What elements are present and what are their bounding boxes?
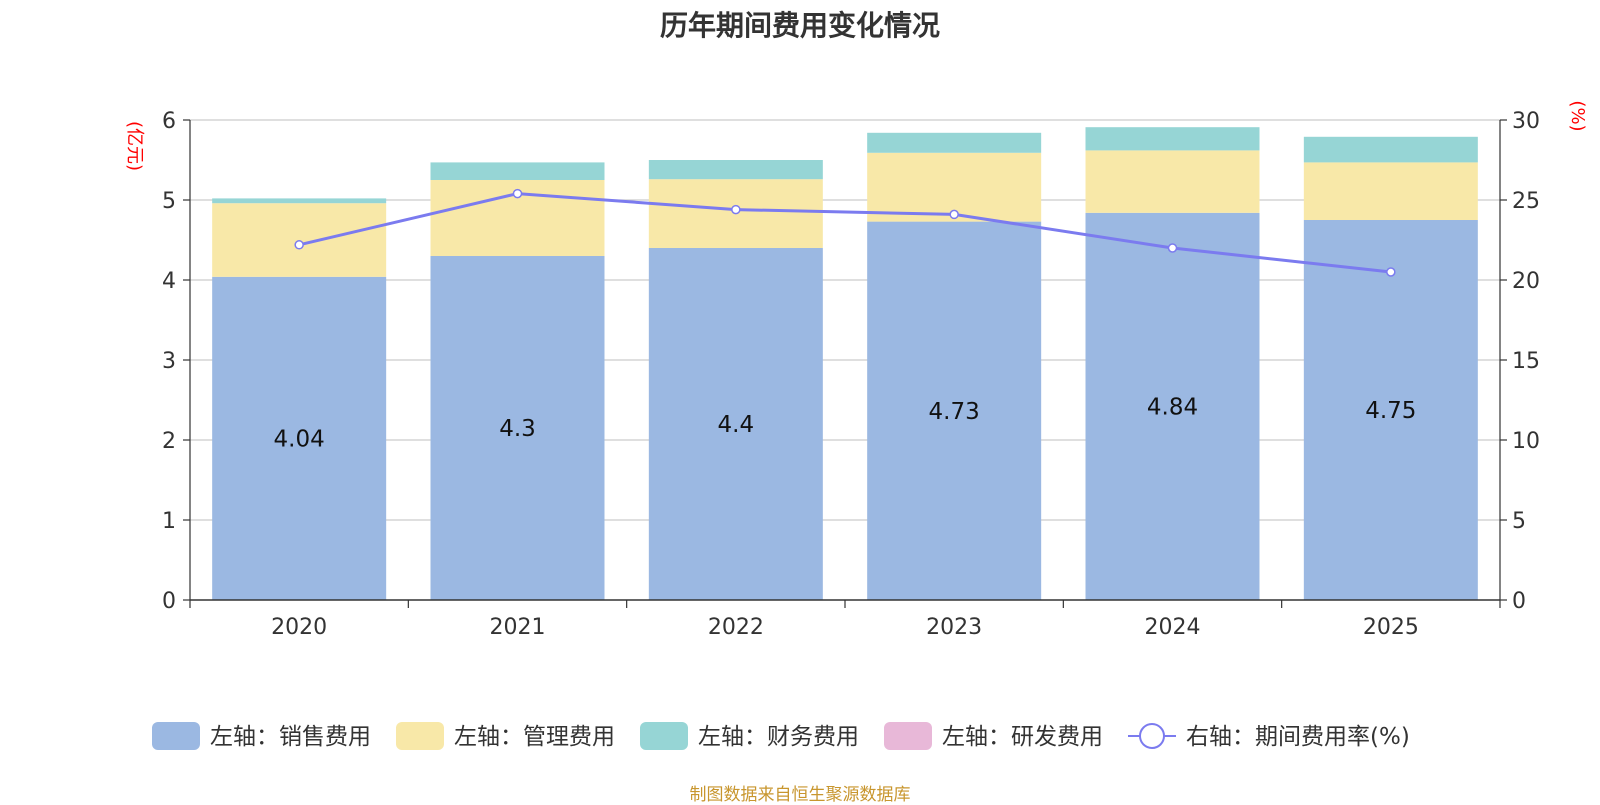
right-axis-unit: (%) (1567, 100, 1588, 131)
gridlines (190, 119, 1500, 521)
legend-label: 左轴：财务费用 (698, 724, 859, 750)
rate-point (949, 209, 959, 220)
left-axis-unit: (亿元) (124, 121, 145, 171)
rate-point (294, 240, 304, 250)
data-label: 4.3 (499, 416, 536, 442)
bar-segment (430, 256, 605, 600)
line-series (294, 188, 1396, 277)
bar-segment (1303, 220, 1478, 600)
bar-segment (867, 221, 1042, 600)
rate-point (1167, 243, 1178, 253)
rate-point (512, 188, 523, 199)
bar-segment (212, 276, 387, 600)
data-label: 4.84 (1147, 394, 1198, 420)
bar-segment (648, 248, 823, 600)
x-tick-label: 2021 (490, 615, 546, 640)
legend-label: 左轴：研发费用 (942, 724, 1103, 750)
right-tick-label: 15 (1512, 349, 1540, 374)
bar-segment (1085, 150, 1260, 213)
legend-swatch (396, 722, 444, 750)
data-label: 4.4 (718, 412, 755, 438)
bar-segment (1303, 162, 1478, 220)
data-labels: 4.04 4.3 4.4 4.73 4.84 4.75 (274, 394, 1417, 452)
legend: 左轴：销售费用 左轴：管理费用 左轴：财务费用 左轴：研发费用 右轴：期间费用率(%) (152, 722, 1410, 750)
data-label: 4.75 (1365, 398, 1416, 424)
x-tick-label: 2024 (1145, 615, 1201, 640)
left-tick-label: 6 (162, 109, 176, 134)
data-label: 4.04 (274, 426, 325, 452)
left-tick-label: 0 (162, 589, 176, 614)
right-tick-label: 20 (1512, 269, 1540, 294)
rate-point (1386, 267, 1396, 277)
right-tick-label: 30 (1512, 109, 1540, 134)
right-tick-label: 10 (1512, 429, 1540, 454)
bar-segment (1303, 136, 1478, 163)
x-tick-label: 2025 (1363, 615, 1419, 640)
right-tick-label: 5 (1512, 509, 1526, 534)
left-tick-label: 2 (162, 429, 176, 454)
bar-segment (867, 132, 1042, 153)
x-tick-label: 2023 (926, 615, 982, 640)
x-tick-label: 2022 (708, 615, 764, 640)
data-label: 4.73 (929, 399, 980, 425)
rate-point (731, 204, 741, 215)
left-tick-label: 3 (162, 349, 176, 374)
legend-label: 左轴：管理费用 (454, 724, 615, 750)
legend-label: 右轴：期间费用率(%) (1186, 724, 1410, 750)
right-tick-label: 0 (1512, 589, 1526, 614)
bar-segment (648, 160, 823, 180)
legend-swatch (884, 722, 932, 750)
legend-label: 左轴：销售费用 (210, 724, 371, 750)
x-tick-label: 2020 (271, 615, 327, 640)
chart-title: 历年期间费用变化情况 (659, 9, 940, 42)
source-note: 制图数据来自恒生聚源数据库 (689, 785, 911, 805)
bar-segment (212, 203, 387, 277)
bar-series (212, 127, 1478, 601)
bar-segment (1085, 212, 1260, 601)
bar-segment (1085, 127, 1260, 151)
left-tick-label: 4 (162, 269, 176, 294)
bar-segment (212, 198, 387, 204)
rate-line (298, 192, 1391, 274)
left-tick-label: 1 (162, 509, 176, 534)
bar-segment (430, 162, 605, 180)
legend-swatch (640, 722, 688, 750)
legend-swatch (152, 722, 200, 750)
legend-line-marker (1139, 723, 1165, 749)
left-tick-label: 5 (162, 189, 176, 214)
right-tick-label: 25 (1512, 189, 1540, 214)
